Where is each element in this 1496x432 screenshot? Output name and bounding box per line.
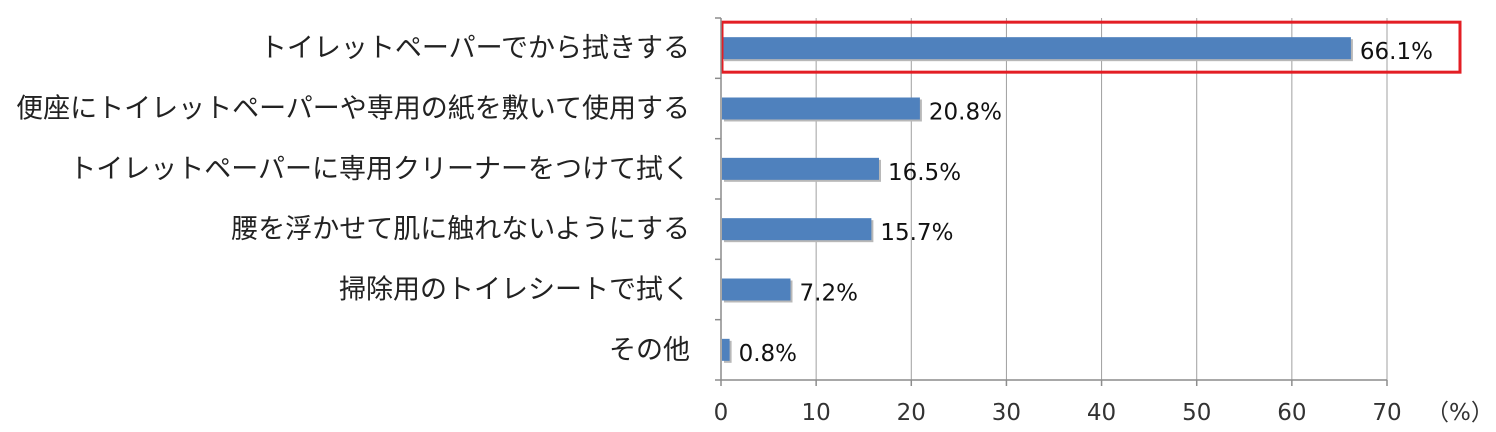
- data-label: 16.5%: [888, 160, 961, 186]
- category-label: 便座にトイレットペーパーや専用の紙を敷いて使用する: [16, 94, 690, 125]
- bar: [722, 97, 920, 120]
- x-tick-label: 30: [992, 400, 1021, 426]
- labels-group: 0 10 20 30 40 50 60 70 トイレットペーパーでから拭きする 66.1% 便座にト…: [16, 33, 1433, 426]
- x-tick-label: 40: [1087, 400, 1116, 426]
- bar-series: [722, 37, 1353, 363]
- data-label: 15.7%: [880, 220, 953, 246]
- category-label: その他: [609, 335, 690, 366]
- highlight-box: [720, 20, 1462, 74]
- x-tick-label: 60: [1277, 400, 1306, 426]
- category-label: 掃除用のトイレシートで拭く: [339, 275, 690, 306]
- bar: [722, 338, 730, 361]
- data-label: 7.2%: [800, 281, 858, 307]
- data-label: 20.8%: [929, 100, 1002, 126]
- data-label: 66.1%: [1360, 39, 1433, 65]
- x-tick-label: 50: [1182, 400, 1211, 426]
- highlight-group: [720, 20, 1462, 74]
- x-tick-label: 0: [714, 400, 729, 426]
- gridlines: [815, 18, 1388, 380]
- bar: [722, 218, 872, 241]
- category-label: トイレットペーパーでから拭きする: [260, 33, 690, 64]
- data-label: 0.8%: [739, 341, 797, 367]
- axes: [715, 17, 1388, 386]
- bar: [722, 157, 879, 180]
- x-tick-label: 10: [802, 400, 831, 426]
- category-label: トイレットペーパーに専用クリーナーをつけて拭く: [69, 154, 690, 185]
- unit-label: （%）: [1426, 400, 1494, 426]
- bar: [722, 278, 791, 301]
- x-tick-label: 70: [1372, 400, 1401, 426]
- x-tick-label: 20: [897, 400, 926, 426]
- category-label: 腰を浮かせて肌に触れないようにする: [231, 214, 690, 245]
- bar: [722, 37, 1351, 60]
